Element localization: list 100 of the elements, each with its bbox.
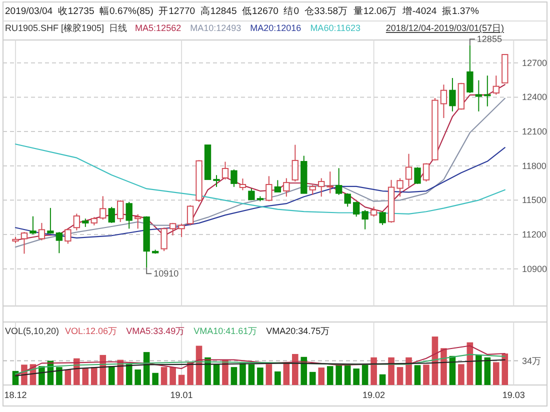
bar — [353, 368, 360, 385]
text: MA20:12016 — [250, 23, 302, 33]
text: VMA10:41.61万 — [194, 326, 258, 336]
bar — [318, 368, 325, 385]
bar — [240, 363, 246, 385]
candlestick — [414, 166, 421, 184]
candlestick — [186, 204, 194, 226]
text: VMA20:34.75万 — [266, 326, 330, 336]
bar — [100, 354, 106, 385]
annotation: 10910 — [154, 268, 179, 279]
text: MA10:12493 — [190, 23, 242, 33]
candlestick — [475, 80, 482, 112]
bar — [64, 369, 72, 385]
x-tick-label: 18.12 — [4, 390, 27, 400]
bar — [170, 367, 176, 385]
candlestick — [169, 222, 176, 236]
bar — [178, 374, 185, 385]
candlestick — [266, 176, 272, 202]
y-tick-label: 11200 — [522, 229, 546, 240]
chart-subtitle: RU1905.SHF [橡胶1905] 日线 — [5, 23, 128, 33]
candlestick — [64, 228, 72, 244]
y-tick-label: 12400 — [522, 92, 548, 102]
candlestick — [222, 161, 229, 180]
candlestick — [73, 213, 80, 231]
candlestick — [178, 223, 185, 238]
bar — [213, 364, 220, 385]
y-tick-label: 10900 — [522, 264, 548, 274]
candlestick — [160, 227, 168, 252]
bar — [56, 367, 62, 385]
bar — [257, 368, 264, 385]
candlestick — [47, 207, 54, 234]
text: MA5:12562 — [135, 23, 182, 33]
bar — [292, 354, 298, 385]
candlestick — [100, 196, 106, 220]
bar — [134, 369, 141, 385]
candlestick — [379, 211, 386, 226]
bar — [152, 372, 158, 385]
y-tick-label: 11800 — [522, 160, 546, 171]
bar — [423, 364, 430, 385]
text: 2018/12/04-2019/03/01(57日) — [386, 23, 504, 33]
candlestick — [239, 178, 246, 191]
candlestick — [56, 231, 63, 254]
x-tick-label: 19.03 — [502, 390, 525, 400]
candlestick — [117, 200, 124, 223]
bar — [266, 364, 272, 385]
y-tick-label: 12100 — [522, 126, 548, 137]
candlestick — [248, 188, 255, 200]
bar — [326, 366, 334, 385]
bar — [283, 363, 290, 385]
candlestick — [352, 201, 360, 218]
bar — [248, 364, 255, 385]
bar — [187, 362, 194, 385]
bar — [362, 364, 368, 385]
x-tick-label: 19.01 — [170, 390, 193, 400]
candlestick — [108, 206, 115, 224]
line-series — [14, 144, 506, 214]
y-tick-label: 11500 — [522, 195, 546, 206]
candlestick — [362, 210, 368, 230]
text: MA60:11623 — [310, 23, 361, 33]
bar — [414, 365, 421, 385]
candlestick — [344, 192, 351, 208]
candlestick — [440, 84, 448, 119]
bar — [336, 364, 342, 385]
bar — [222, 360, 228, 385]
ref-line-label: 34万 — [522, 356, 542, 366]
chart-title: VOL(5,10,20) — [5, 326, 60, 336]
candlestick — [336, 168, 342, 196]
line-series — [14, 146, 506, 238]
text: VMA5:33.49万 — [126, 326, 185, 336]
bar — [476, 354, 482, 385]
candlestick — [274, 180, 282, 192]
bar — [388, 357, 394, 385]
candlestick — [30, 216, 36, 235]
bar — [370, 357, 377, 385]
x-tick-label: 19.02 — [362, 390, 386, 400]
candlestick — [309, 184, 316, 196]
bar — [82, 368, 89, 385]
candlestick — [134, 214, 142, 230]
bar — [309, 372, 316, 385]
candlestick — [318, 178, 325, 198]
bar — [484, 357, 491, 385]
candlestick — [326, 171, 334, 194]
candlestick — [283, 178, 290, 198]
candlestick — [230, 169, 238, 188]
chart-title: 2019/03/04 收12735 幅0.67%(85) 开12770 高12845 低12670 结0 仓33.58万 量12.06万 增-4024 振1.37% — [5, 5, 480, 17]
candlestick — [370, 206, 378, 218]
candlestick — [492, 75, 500, 96]
bar — [502, 354, 508, 385]
bar — [274, 371, 281, 385]
text: VOL:12.06万 — [65, 326, 118, 336]
bar — [300, 356, 308, 385]
bar — [108, 366, 115, 385]
bar — [126, 364, 132, 385]
bar — [160, 367, 168, 385]
y-tick-label: 12700 — [522, 58, 548, 68]
bar — [440, 348, 447, 385]
bar — [406, 357, 412, 385]
bar — [396, 367, 404, 385]
candlestick — [422, 162, 430, 182]
bar — [230, 367, 238, 385]
